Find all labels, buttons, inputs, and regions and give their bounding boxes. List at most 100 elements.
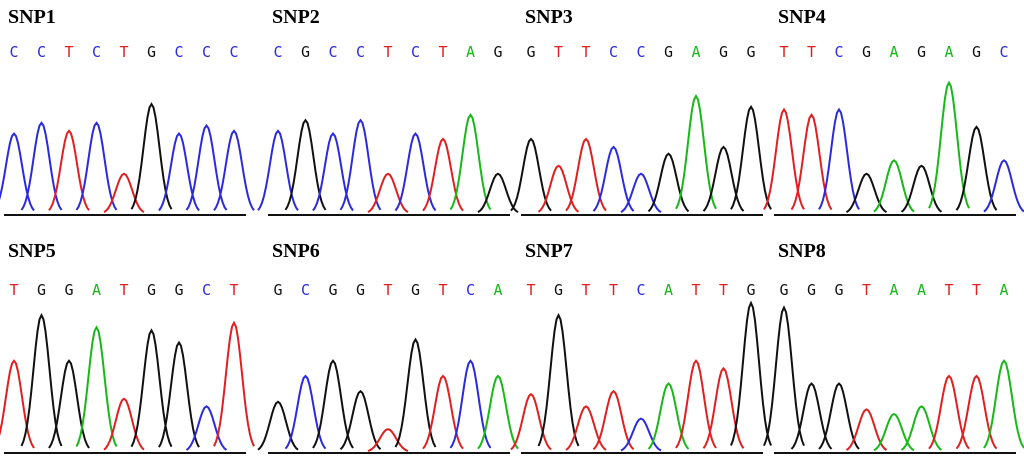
base-call: T — [119, 43, 128, 61]
trace-peak — [367, 428, 409, 452]
panel-label: SNP2 — [272, 6, 320, 28]
base-call: T — [438, 281, 447, 299]
trace-peak — [537, 164, 580, 213]
trace-peak — [928, 80, 970, 209]
trace-peak — [675, 94, 717, 210]
base-call: T — [944, 281, 953, 299]
base-call: G — [719, 43, 728, 61]
base-call: C — [229, 43, 238, 61]
trace-peak — [312, 359, 354, 449]
base-call: G — [37, 281, 46, 299]
trace-peak — [647, 382, 690, 450]
trace-peak — [983, 359, 1024, 449]
trace-peak — [257, 400, 299, 451]
base-call: G — [411, 281, 420, 299]
base-call: T — [554, 43, 563, 61]
base-call: T — [438, 43, 447, 61]
trace-peak — [422, 137, 464, 212]
base-call: T — [229, 281, 238, 299]
panel-label: SNP3 — [525, 6, 573, 28]
base-call: G — [664, 43, 673, 61]
trace-peak — [48, 359, 90, 449]
base-call: A — [466, 43, 475, 61]
base-call: G — [328, 281, 337, 299]
base-call: T — [972, 281, 981, 299]
trace-peak — [702, 145, 745, 212]
base-call: C — [202, 43, 211, 61]
trace-peak — [730, 104, 772, 210]
trace-peak — [592, 145, 635, 212]
base-call: G — [807, 281, 816, 299]
trace-peak — [818, 382, 860, 450]
trace-peak — [20, 312, 63, 447]
base-call: T — [581, 281, 590, 299]
base-call: T — [119, 281, 128, 299]
trace-peak — [185, 405, 228, 451]
panel-label: SNP6 — [272, 240, 320, 262]
trace-peak — [75, 121, 118, 211]
trace-peak — [565, 137, 607, 212]
base-call: A — [889, 43, 898, 61]
trace-peak — [394, 131, 437, 212]
trace-peak — [763, 107, 805, 210]
trace-peak — [928, 374, 970, 450]
trace-peak — [955, 374, 998, 450]
base-call: C — [636, 43, 645, 61]
base-call: T — [691, 281, 700, 299]
panel-label: SNP4 — [778, 6, 826, 28]
trace-peak — [537, 312, 580, 447]
base-call: T — [383, 43, 392, 61]
base-call: G — [917, 43, 926, 61]
base-call: C — [92, 43, 101, 61]
trace-peak — [0, 359, 35, 449]
trace-peak — [983, 159, 1024, 213]
base-call: C — [636, 281, 645, 299]
base-call: C — [273, 43, 282, 61]
trace-peak — [900, 405, 943, 451]
trace-peak — [48, 129, 90, 211]
trace-peak — [818, 107, 860, 210]
base-call: C — [328, 43, 337, 61]
trace-peak — [675, 359, 717, 449]
base-call: G — [746, 281, 755, 299]
trace-peak — [422, 374, 464, 450]
base-call: A — [944, 43, 953, 61]
trace-peak — [158, 340, 200, 448]
trace-peak — [510, 137, 552, 212]
base-call: T — [383, 281, 392, 299]
trace-peak — [873, 412, 915, 452]
base-call: C — [609, 43, 618, 61]
panel-label: SNP8 — [778, 240, 826, 262]
base-call: G — [301, 43, 310, 61]
base-call: A — [493, 281, 502, 299]
trace-peak — [790, 112, 833, 211]
trace-peak — [763, 305, 805, 447]
trace-peak — [213, 129, 255, 211]
base-call: T — [9, 281, 18, 299]
trace-peak — [75, 325, 118, 447]
trace-peak — [620, 172, 662, 214]
trace-peak — [284, 374, 327, 450]
base-call: T — [64, 43, 73, 61]
trace-peak — [213, 320, 255, 447]
base-call: C — [411, 43, 420, 61]
trace-peak — [845, 408, 888, 451]
trace-peak — [367, 172, 409, 214]
base-call: C — [37, 43, 46, 61]
trace-peak — [510, 392, 552, 451]
base-call: T — [807, 43, 816, 61]
trace-peak — [20, 121, 63, 211]
base-call: T — [719, 281, 728, 299]
trace-peak — [0, 131, 35, 212]
panel-label: SNP1 — [8, 6, 56, 28]
base-call: G — [862, 43, 871, 61]
base-call: C — [301, 281, 310, 299]
trace-peak — [130, 328, 173, 448]
trace-peak — [873, 159, 915, 213]
